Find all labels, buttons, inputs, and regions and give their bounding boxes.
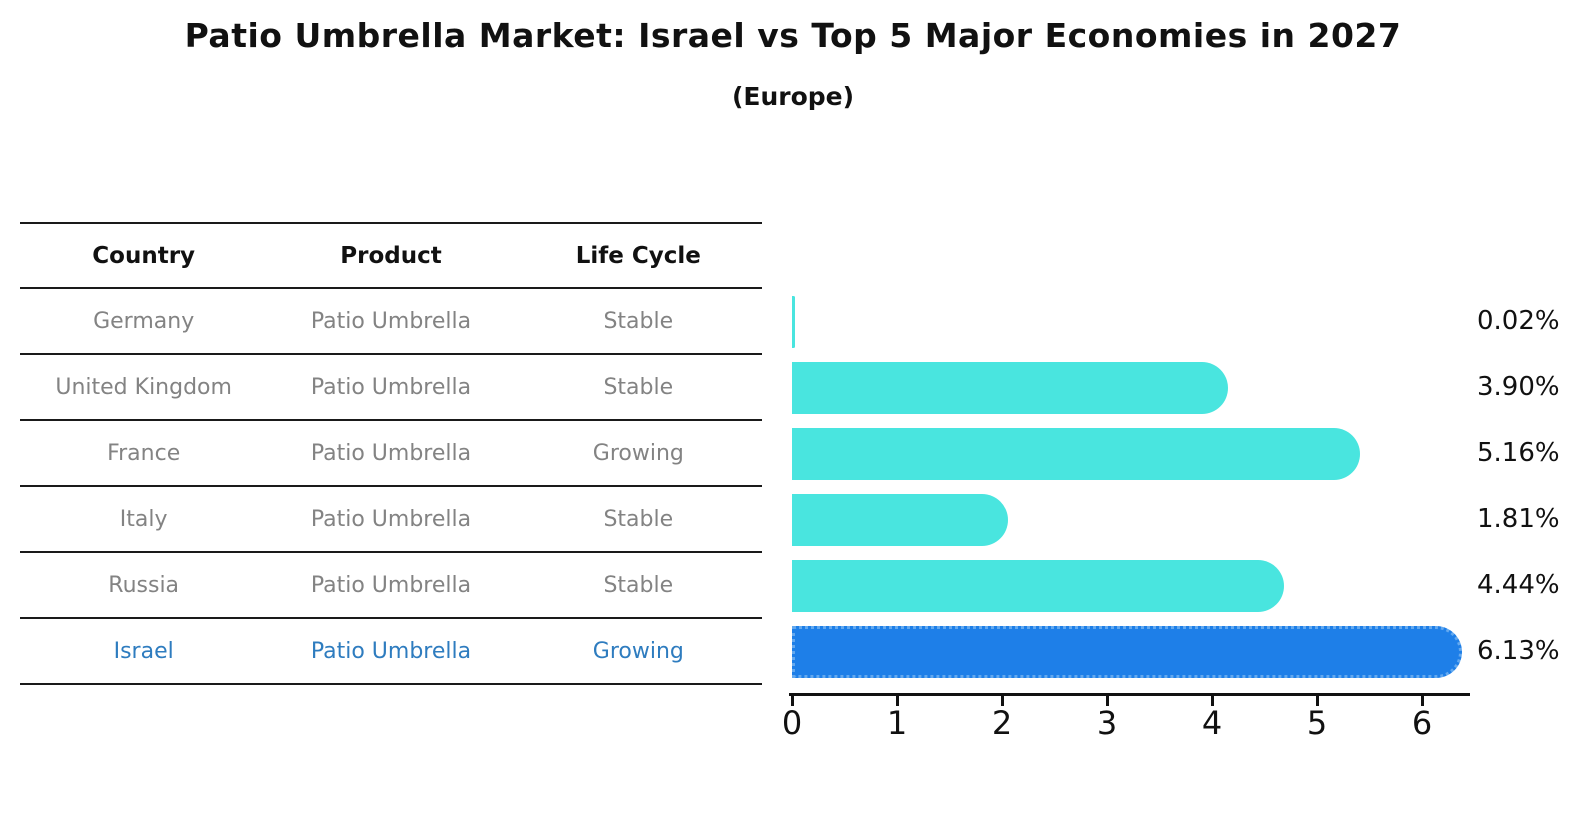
column-header-product: Product xyxy=(340,242,442,269)
cell-country: Israel xyxy=(113,638,174,664)
cell-country: Russia xyxy=(108,572,180,598)
table-header-row: Country Product Life Cycle xyxy=(20,222,762,289)
x-tick-mark-4 xyxy=(1210,693,1214,706)
cell-lifecycle: Growing xyxy=(592,638,684,664)
x-tick-mark-0 xyxy=(790,693,794,706)
cell-product: Patio Umbrella xyxy=(310,374,472,400)
country-table: Country Product Life Cycle Germany Patio … xyxy=(20,222,762,685)
cell-lifecycle: Stable xyxy=(603,572,674,598)
value-label-france: 5.16% xyxy=(1477,438,1560,468)
cell-country: France xyxy=(107,440,181,466)
cell-country: Germany xyxy=(93,308,195,334)
table-row-united-kingdom: United Kingdom Patio Umbrella Stable xyxy=(20,355,762,421)
cell-lifecycle: Growing xyxy=(592,440,684,466)
column-header-lifecycle: Life Cycle xyxy=(575,242,701,269)
value-label-germany: 0.02% xyxy=(1477,306,1560,336)
value-label-israel: 6.13% xyxy=(1477,636,1560,666)
x-tick-mark-2 xyxy=(1000,693,1004,706)
chart-title: Patio Umbrella Market: Israel vs Top 5 M… xyxy=(184,16,1402,55)
chart-subtitle: (Europe) xyxy=(731,82,855,111)
x-tick-label-6: 6 xyxy=(1411,704,1433,742)
bar-israel xyxy=(792,626,1462,678)
table-body: Germany Patio Umbrella Stable United Kingdo… xyxy=(20,289,762,685)
table-row-italy: Italy Patio Umbrella Stable xyxy=(20,487,762,553)
x-tick-label-2: 2 xyxy=(991,704,1013,742)
bar-united-kingdom xyxy=(792,362,1228,414)
table-row-france: France Patio Umbrella Growing xyxy=(20,421,762,487)
cell-lifecycle: Stable xyxy=(603,308,674,334)
x-tick-mark-5 xyxy=(1315,693,1319,706)
x-tick-label-4: 4 xyxy=(1201,704,1223,742)
cell-product: Patio Umbrella xyxy=(310,638,472,664)
cell-lifecycle: Stable xyxy=(603,506,674,532)
x-axis-line xyxy=(789,693,1470,696)
value-label-russia: 4.44% xyxy=(1477,570,1560,600)
x-tick-mark-6 xyxy=(1420,693,1424,706)
cell-product: Patio Umbrella xyxy=(310,440,472,466)
table-row-israel: Israel Patio Umbrella Growing xyxy=(20,619,762,685)
column-header-country: Country xyxy=(92,242,196,269)
cell-product: Patio Umbrella xyxy=(310,308,472,334)
x-tick-mark-3 xyxy=(1105,693,1109,706)
table-row-russia: Russia Patio Umbrella Stable xyxy=(20,553,762,619)
bar-russia xyxy=(792,560,1285,612)
cell-lifecycle: Stable xyxy=(603,374,674,400)
x-tick-label-0: 0 xyxy=(781,704,803,742)
x-tick-mark-1 xyxy=(895,693,899,706)
value-label-italy: 1.81% xyxy=(1477,504,1560,534)
cell-product: Patio Umbrella xyxy=(310,506,472,532)
x-tick-label-1: 1 xyxy=(886,704,908,742)
value-label-united-kingdom: 3.90% xyxy=(1477,372,1560,402)
x-tick-label-3: 3 xyxy=(1096,704,1118,742)
cell-country: United Kingdom xyxy=(55,374,232,400)
x-tick-label-5: 5 xyxy=(1306,704,1328,742)
bar-germany xyxy=(792,296,795,348)
bar-france xyxy=(792,428,1360,480)
bar-italy xyxy=(792,494,1009,546)
cell-country: Italy xyxy=(119,506,168,532)
cell-product: Patio Umbrella xyxy=(310,572,472,598)
table-row-germany: Germany Patio Umbrella Stable xyxy=(20,289,762,355)
